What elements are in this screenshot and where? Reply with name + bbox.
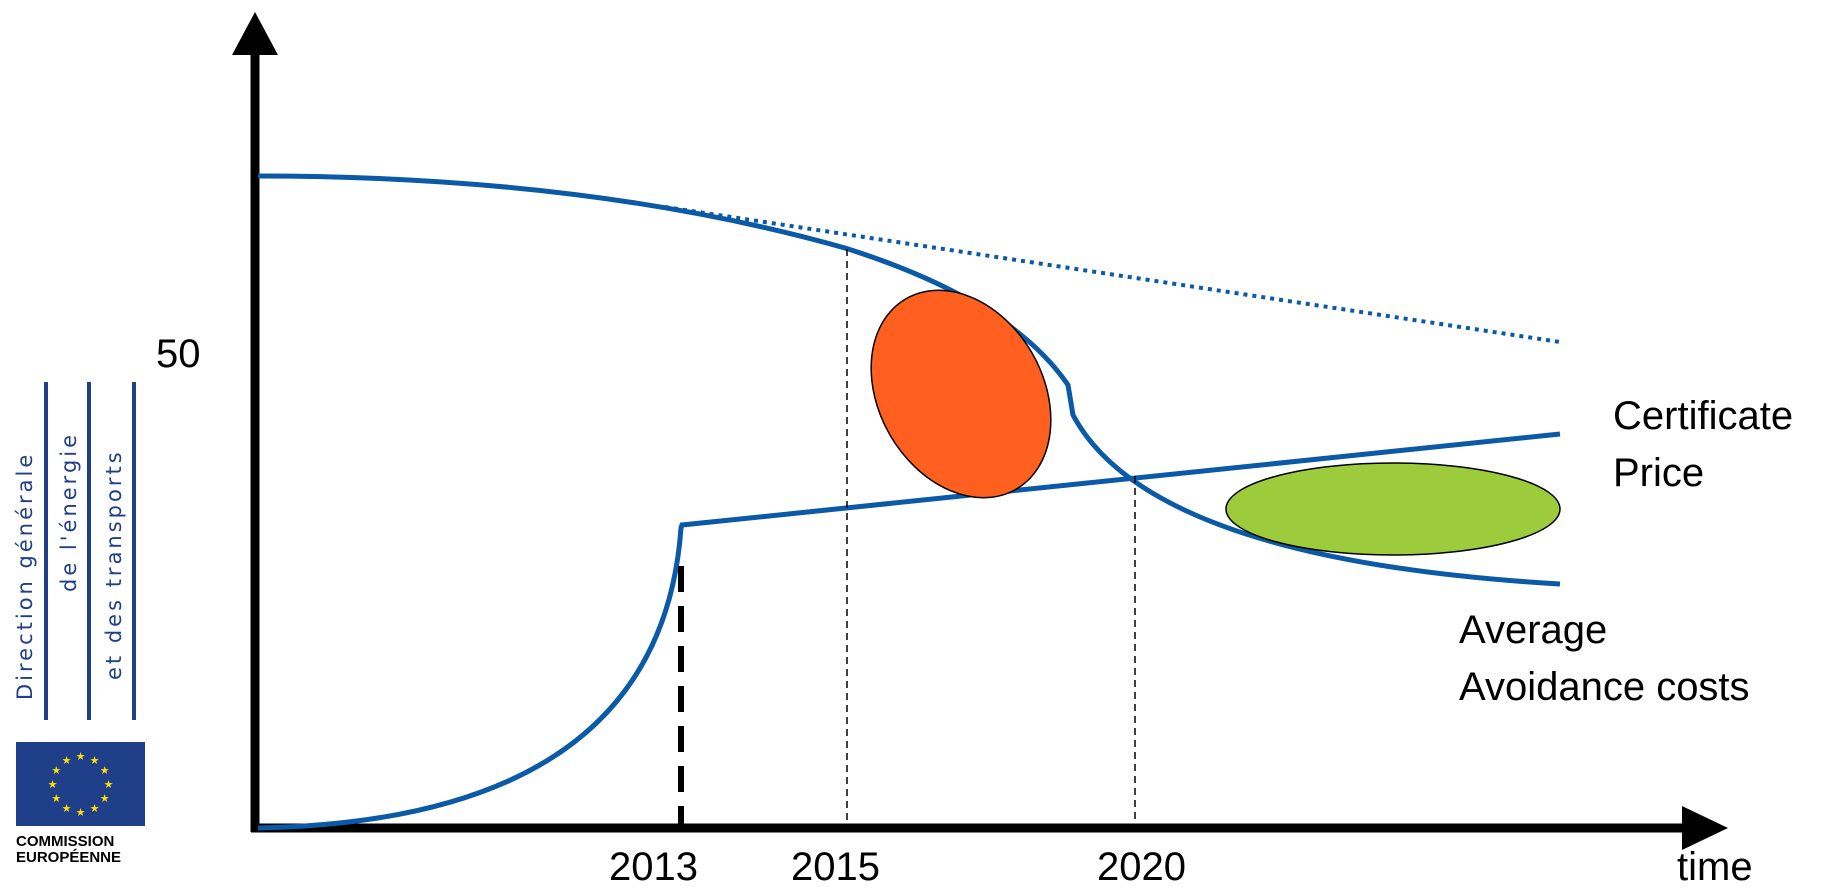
- x-tick-2015: 2015: [791, 845, 880, 887]
- eu-star: ★: [62, 802, 72, 815]
- eu-star: ★: [62, 754, 72, 767]
- x-tick-2013: 2013: [609, 845, 698, 887]
- eu-logo-text-line1: COMMISSION: [16, 833, 114, 850]
- eu-star: ★: [90, 754, 100, 767]
- sidebar-line-1: Direction générale: [13, 452, 37, 700]
- sidebar-line-3: et des transports: [102, 449, 126, 680]
- eu-flag-logo: ★ ★★★★★★★★★★★ COMMISSION EUROPÉENNE: [16, 742, 145, 866]
- eu-star: ★: [76, 750, 86, 763]
- certificate-price-label-line2: Price: [1613, 451, 1704, 495]
- eu-star: ★: [51, 792, 61, 805]
- eu-star: ★: [100, 792, 110, 805]
- x-axis-arrowhead: [1682, 806, 1728, 850]
- sidebar-line-2: de l'énergie: [57, 432, 81, 592]
- green-region: [1226, 463, 1560, 555]
- x-tick-2020: 2020: [1097, 845, 1186, 887]
- eu-logo-text-line2: EUROPÉENNE: [16, 849, 121, 866]
- eu-star: ★: [100, 764, 110, 777]
- eu-star: ★: [48, 778, 58, 791]
- eu-star: ★: [51, 764, 61, 777]
- eu-star: ★: [90, 802, 100, 815]
- y-tick-50: 50: [156, 332, 201, 376]
- x-axis-label: time: [1677, 845, 1753, 887]
- avoidance-costs-label-line1: Average: [1459, 608, 1607, 652]
- eu-star: ★: [76, 806, 86, 819]
- y-axis-arrowhead: [232, 12, 278, 55]
- dg-tren-sidebar: Direction générale de l'énergie et des t…: [13, 382, 134, 720]
- avoidance-costs-label-line2: Avoidance costs: [1459, 665, 1750, 709]
- avoidance-costs-dotted-extension: [665, 207, 1560, 342]
- eu-star: ★: [104, 778, 114, 791]
- certificate-price-label-line1: Certificate: [1613, 394, 1793, 438]
